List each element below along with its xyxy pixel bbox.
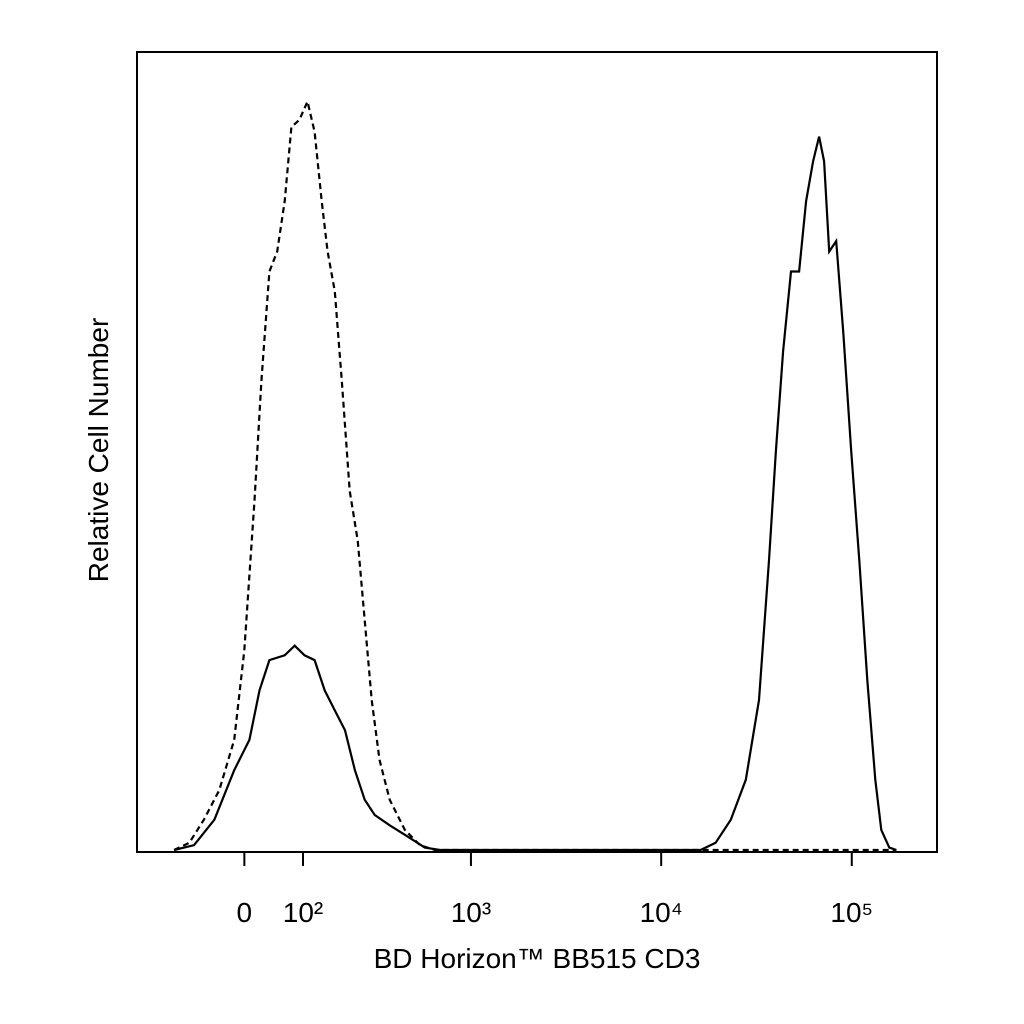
x-tick-label: 10²	[283, 897, 323, 928]
plot-frame	[136, 51, 938, 853]
series-line	[173, 136, 897, 852]
x-tick-label: 10³	[451, 897, 491, 928]
x-tick-label: 10⁵	[830, 897, 873, 928]
series-line	[173, 98, 897, 852]
x-tick-label: 0	[237, 897, 253, 928]
y-axis-title: Relative Cell Number	[83, 318, 114, 583]
x-axis-title: BD Horizon™ BB515 CD3	[374, 943, 701, 974]
x-tick-label: 10⁴	[640, 897, 683, 928]
